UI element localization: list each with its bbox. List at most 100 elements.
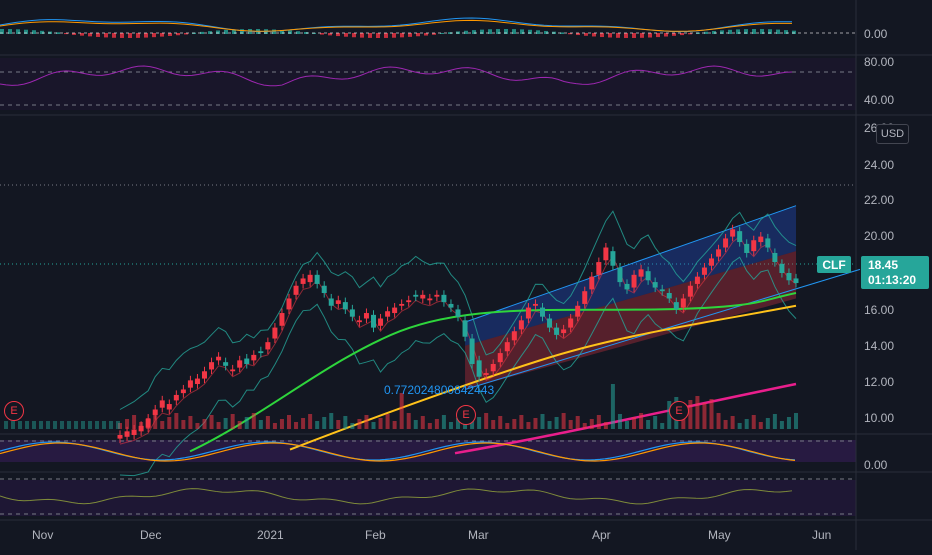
candle-body <box>744 243 750 253</box>
macd-histogram-bar <box>544 30 548 34</box>
volume-bar <box>237 421 242 429</box>
ma-green-line <box>189 292 797 453</box>
volume-bar <box>561 413 566 429</box>
candle-body <box>518 320 524 330</box>
candle-body <box>413 294 419 297</box>
time-tick-label: May <box>708 528 731 542</box>
volume-bar <box>477 417 482 429</box>
currency-badge[interactable]: USD <box>876 124 909 144</box>
volume-bar <box>603 422 608 429</box>
earnings-marker-1[interactable]: E <box>4 401 24 421</box>
macd-histogram-bar <box>360 33 364 38</box>
candle-body <box>511 331 517 341</box>
macd-histogram-bar <box>80 33 84 36</box>
candle-body <box>152 409 158 415</box>
earnings-marker-2[interactable]: E <box>456 405 476 425</box>
lower-panel-bg <box>0 480 856 516</box>
candle-body <box>476 360 482 377</box>
macd-histogram-bar <box>504 29 508 34</box>
volume-bar <box>709 399 714 429</box>
candle-body <box>765 238 771 248</box>
macd-histogram-bar <box>160 33 164 37</box>
volume-bar <box>758 422 763 429</box>
macd-histogram-bar <box>384 33 388 38</box>
macd-histogram-bar <box>320 33 324 35</box>
volume-bar <box>53 421 57 429</box>
macd-histogram-bar <box>344 33 348 37</box>
volume-bar <box>216 422 221 429</box>
volume-bar <box>625 421 629 429</box>
volume-bar <box>610 384 615 429</box>
macd-histogram-bar <box>8 29 12 34</box>
volume-bar <box>195 423 200 429</box>
macd-histogram-bar <box>40 30 44 34</box>
candle-body <box>596 262 602 275</box>
volume-bar <box>470 421 475 429</box>
time-tick-label: Apr <box>592 528 611 542</box>
volume-bar <box>279 419 284 429</box>
earnings-marker-3[interactable]: E <box>669 401 689 421</box>
macd-tick-label: 0.00 <box>864 27 888 41</box>
candle-body <box>701 267 707 275</box>
volume-bar <box>160 421 165 429</box>
volume-bar <box>688 400 693 429</box>
candle-body <box>589 276 595 290</box>
macd-histogram-bar <box>376 33 380 38</box>
candle-body <box>758 236 764 243</box>
macd-histogram-bar <box>72 33 76 35</box>
candle-body <box>554 327 560 335</box>
macd-histogram-bar <box>560 32 564 34</box>
macd-histogram-bar <box>640 33 644 38</box>
time-tick-label: Dec <box>140 528 161 542</box>
candle-body <box>399 303 405 306</box>
volume-bar <box>632 417 637 429</box>
candle-body <box>124 431 130 437</box>
volume-bar <box>519 415 524 429</box>
volume-bar <box>118 423 122 429</box>
candle-body <box>793 278 799 284</box>
volume-bar <box>244 417 249 429</box>
macd-histogram-bar <box>88 33 92 37</box>
macd-histogram-bar <box>704 31 708 34</box>
volume-bar <box>322 417 327 429</box>
macd-histogram-bar <box>280 29 284 34</box>
rsi-tick-label: 40.00 <box>864 93 894 107</box>
macd-histogram-bar <box>472 30 476 34</box>
price-tick-label: 10.00 <box>864 411 894 425</box>
volume-bar <box>46 421 50 429</box>
candle-body <box>159 400 165 408</box>
volume-bar <box>371 422 376 429</box>
volume-bar <box>81 421 85 429</box>
candle-body <box>779 263 785 273</box>
macd-histogram-bar <box>624 33 628 38</box>
volume-bar <box>167 417 172 429</box>
candle-body <box>709 258 714 266</box>
volume-bar <box>109 421 113 429</box>
volume-bar <box>596 415 601 429</box>
macd-histogram-bar <box>440 32 444 34</box>
ma-yellow-line <box>289 304 797 451</box>
macd-histogram-bar <box>656 33 660 38</box>
time-tick-label: 2021 <box>257 528 284 542</box>
rsi-tick-label: 80.00 <box>864 55 894 69</box>
candle-body <box>525 307 531 319</box>
volume-bar <box>744 419 749 429</box>
macd-histogram-bar <box>328 33 332 36</box>
volume-bar <box>209 415 214 429</box>
candle-body <box>540 307 545 317</box>
macd-histogram-bar <box>200 31 204 34</box>
volume-bar <box>617 414 622 429</box>
macd-histogram-bar <box>272 29 276 34</box>
volume-bar <box>251 413 256 429</box>
macd-histogram-bar <box>720 30 724 34</box>
volume-bar <box>723 420 728 429</box>
volume-bar <box>575 416 580 429</box>
volume-bar <box>265 416 270 429</box>
macd-histogram-bar <box>368 33 372 38</box>
candle-body <box>363 313 369 319</box>
macd-signal-line <box>0 19 793 32</box>
volume-bar <box>301 418 306 429</box>
candle-body <box>378 318 384 326</box>
macd-histogram-bar <box>464 30 468 34</box>
